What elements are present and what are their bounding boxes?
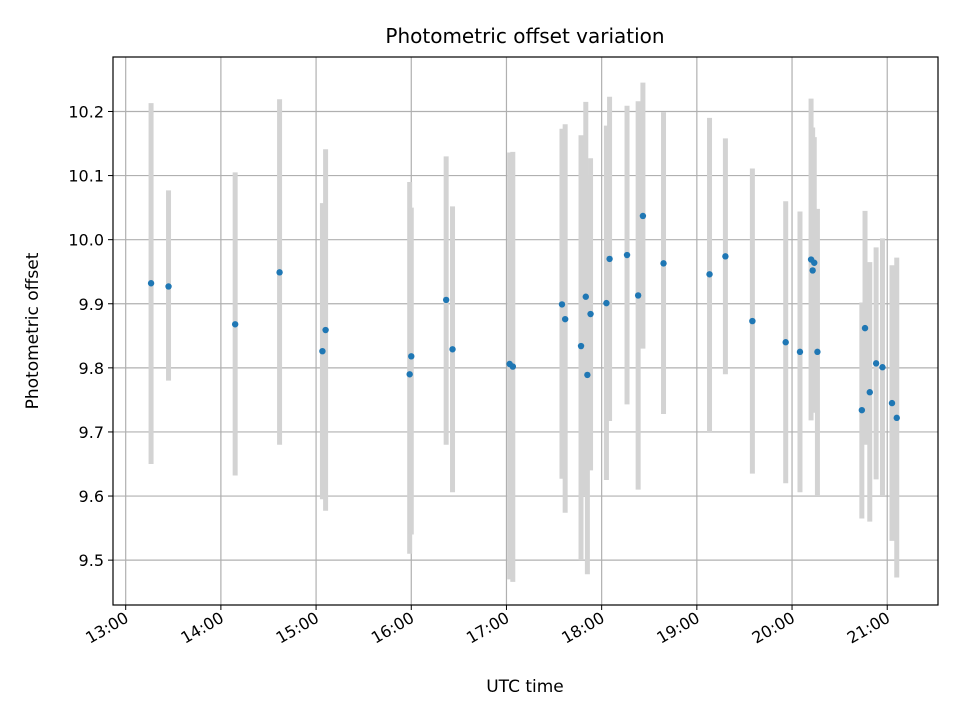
data-point	[623, 251, 631, 259]
x-axis-title: UTC time	[486, 677, 564, 697]
data-point	[809, 267, 816, 274]
plot-frame	[112, 56, 939, 606]
data-point	[319, 347, 326, 355]
data-point	[749, 317, 756, 325]
data-point	[861, 324, 869, 332]
data-point	[276, 269, 283, 276]
data-point	[558, 301, 566, 308]
data-point	[706, 271, 713, 278]
data-point	[322, 326, 329, 334]
data-point	[442, 296, 450, 304]
data-point	[408, 353, 415, 360]
data-point	[888, 399, 896, 407]
y-tick-label: 10.0	[68, 231, 104, 250]
data-point	[147, 280, 155, 287]
y-tick-label: 10.1	[68, 167, 104, 186]
y-tick-layer: 9.5 9.6 9.7 9.8 9.9 10.0 10.1 10.2	[68, 102, 113, 570]
data-point	[872, 360, 880, 367]
data-point	[866, 389, 873, 396]
data-point	[406, 371, 413, 378]
y-tick-label: 9.9	[79, 295, 104, 314]
data-point	[811, 259, 818, 266]
data-point	[584, 371, 591, 379]
data-point	[634, 292, 642, 299]
data-point	[577, 342, 585, 350]
data-point	[660, 260, 667, 267]
y-tick-label: 9.8	[79, 359, 104, 378]
y-tick-label: 9.7	[79, 423, 104, 442]
data-point	[561, 315, 569, 323]
data-point	[582, 293, 589, 300]
point-layer	[147, 212, 900, 422]
data-point	[509, 363, 517, 370]
data-point	[796, 348, 804, 356]
data-point	[782, 339, 789, 346]
data-point	[603, 299, 610, 307]
grid-layer	[113, 57, 938, 605]
data-point	[606, 255, 613, 263]
data-point	[722, 253, 729, 260]
y-tick-label: 9.6	[79, 487, 104, 506]
data-point	[587, 310, 594, 318]
data-point	[814, 348, 821, 356]
y-tick-label: 9.5	[79, 551, 104, 570]
data-point	[449, 346, 456, 353]
data-point	[639, 212, 647, 220]
data-point	[879, 364, 886, 371]
data-point	[231, 321, 239, 328]
data-point	[858, 406, 866, 414]
chart-title: Photometric offset variation	[385, 24, 664, 48]
data-point	[893, 414, 900, 422]
data-point	[165, 283, 172, 290]
y-tick-label: 10.2	[68, 102, 104, 121]
y-axis-title: Photometric offset	[23, 252, 43, 409]
